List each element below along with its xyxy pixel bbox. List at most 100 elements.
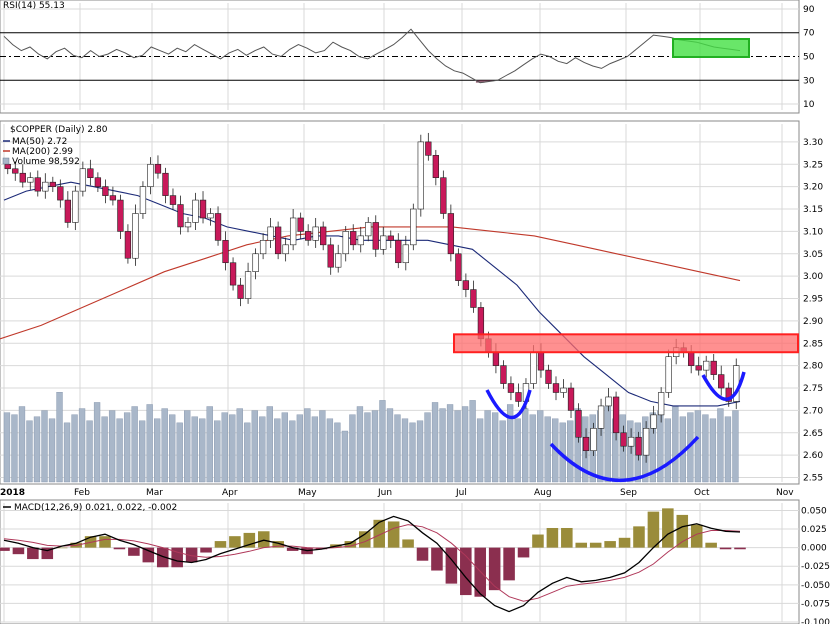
handle-arc-right [701, 371, 746, 401]
volume-bar [48, 418, 56, 483]
rsi-line [3, 28, 741, 84]
volume-bar [236, 408, 243, 483]
resistance-zone [453, 333, 799, 354]
macd-hist-bar [257, 531, 270, 548]
volume-bar [709, 418, 717, 483]
volume-bar [416, 420, 424, 483]
volume-bar [281, 412, 288, 483]
volume-bar [604, 406, 611, 483]
month-label: Oct [694, 488, 710, 498]
volume-bar [717, 408, 724, 483]
macd-hist-bar [705, 542, 717, 548]
candle-body [417, 141, 424, 210]
candle-body [147, 163, 154, 187]
candle-body [244, 271, 252, 299]
candle-body [342, 231, 349, 255]
volume-bar [349, 414, 356, 483]
volume-bar [18, 406, 26, 483]
volume-bar [544, 416, 551, 483]
candle-body [72, 190, 79, 223]
macd-tick-label: -0.025 [801, 562, 830, 572]
volume-bar [304, 408, 311, 483]
candle-body [305, 231, 312, 241]
candle-body [259, 240, 267, 255]
candle-body [620, 432, 627, 447]
candle-body [387, 235, 394, 241]
candle-body [507, 383, 515, 393]
rsi-tick-label: 10 [803, 100, 815, 110]
candle-body [297, 217, 304, 232]
candle-body [688, 351, 695, 366]
volume-bar [161, 408, 168, 483]
month-label: Jun [377, 488, 392, 498]
candle-body [455, 253, 462, 281]
price-tick-label: 2.75 [803, 384, 823, 394]
candle-body [132, 213, 139, 259]
signal-line [3, 524, 741, 602]
price-panel [0, 120, 800, 485]
macd-hist-bar [460, 547, 472, 596]
volume-legend: Volume 98,592 [12, 157, 80, 167]
volume-bar [266, 406, 273, 483]
volume-bar [296, 414, 304, 483]
volume-bar [469, 400, 476, 483]
candle-body [402, 244, 409, 264]
macd-hist-bar [546, 527, 559, 548]
volume-bar [732, 410, 739, 483]
macd-hist-bar [517, 547, 530, 558]
rsi-tick-label: 90 [803, 5, 815, 15]
candle-body [335, 253, 342, 268]
candle-body [365, 222, 372, 237]
volume-bar [446, 404, 454, 483]
volume-bar [184, 410, 191, 483]
volume-bar [702, 414, 709, 483]
candle-body [470, 289, 477, 308]
month-label: Apr [222, 488, 238, 498]
volume-bar [191, 416, 198, 483]
candle-body [4, 163, 11, 170]
volume-bar [522, 408, 529, 483]
macd-hist-bar [589, 542, 602, 548]
price-title: $COPPER (Daily) 2.80 [10, 125, 108, 135]
month-label: Feb [74, 488, 90, 498]
candle-body [440, 177, 447, 214]
volume-bar [454, 410, 461, 483]
candle-body [642, 427, 650, 456]
candle-body [350, 231, 357, 246]
candle-body [34, 177, 41, 192]
volume-bar [506, 404, 514, 483]
candle-body [49, 181, 56, 187]
candle-body [207, 213, 214, 219]
volume-bar [664, 418, 672, 483]
macd-hist-bar [99, 536, 111, 548]
candle-body [627, 436, 635, 447]
price-tick-label: 2.70 [803, 406, 823, 416]
candle-body [560, 387, 567, 393]
volume-bar [26, 420, 33, 483]
candle-body [222, 240, 229, 264]
macd-hist-bar [373, 519, 385, 548]
candle-body [718, 374, 725, 389]
volume-bar [229, 414, 236, 483]
month-label: Nov [776, 488, 794, 498]
candle-body [372, 222, 379, 250]
candle-body [500, 365, 507, 384]
price-tick-label: 3.15 [803, 205, 823, 215]
price-tick-label: 3.30 [803, 138, 823, 148]
candle-body [199, 199, 207, 219]
candle-body [612, 396, 620, 434]
ma50-legend: MA(50) 2.72 [12, 137, 67, 147]
candle-body [425, 141, 432, 156]
candle-body [552, 383, 560, 393]
rsi-tick-label: 30 [803, 76, 815, 86]
candle-body [432, 155, 439, 178]
candle-body [327, 244, 334, 268]
volume-bar [199, 418, 206, 483]
candle-body [725, 387, 732, 402]
volume-bar [176, 422, 183, 483]
candle-body [380, 235, 387, 250]
price-tick-label: 2.55 [803, 474, 823, 484]
candle-body [192, 199, 199, 223]
macd-hist-bar [431, 547, 443, 571]
